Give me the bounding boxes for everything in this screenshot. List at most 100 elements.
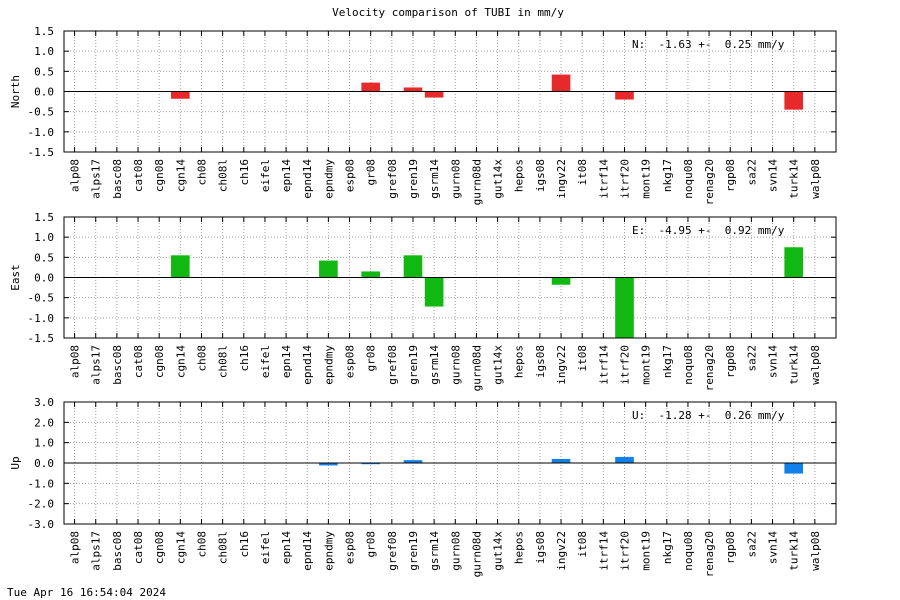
- x-tick-label: alps17: [90, 159, 103, 199]
- y-axis-label: East: [9, 264, 22, 291]
- x-tick-label: sa22: [745, 531, 758, 558]
- x-tick-label: ch16: [238, 159, 251, 186]
- x-tick-label: ch08: [195, 159, 208, 186]
- y-tick-label: -3.0: [28, 518, 55, 531]
- y-axis-label: Up: [9, 456, 22, 469]
- x-tick-label: ch08: [195, 531, 208, 558]
- x-tick-label: gr08: [365, 531, 378, 558]
- x-tick-label: noqu08: [682, 531, 695, 571]
- bar-turk14: [784, 463, 804, 474]
- x-tick-label: gr08: [365, 159, 378, 186]
- x-tick-label: igs08: [534, 159, 547, 192]
- velocity-annotation: N: -1.63 +- 0.25 mm/y: [632, 38, 785, 51]
- bar-cgn14: [171, 91, 190, 99]
- x-tick-label: gren19: [407, 345, 420, 385]
- y-tick-label: 1.0: [34, 45, 54, 58]
- bar-ingv22: [551, 74, 571, 92]
- x-tick-label: cgn14: [174, 159, 187, 192]
- x-tick-label: mont19: [640, 531, 653, 571]
- x-tick-label: cgn08: [153, 531, 166, 564]
- bar-epndmy: [319, 260, 338, 278]
- x-tick-label: sa22: [745, 159, 758, 186]
- x-tick-label: basc08: [111, 531, 124, 571]
- bar-gsrm14: [424, 91, 444, 98]
- x-tick-label: itrf14: [597, 345, 610, 385]
- y-tick-label: 0.0: [34, 86, 54, 99]
- x-tick-label: alp08: [69, 159, 82, 192]
- x-tick-label: cgn14: [174, 345, 187, 378]
- x-tick-label: turk14: [788, 531, 801, 571]
- up-panel: 3.0 2.0 1.0 0.0 -1.0 -2.0 -3.0 alp08 alps17 basc0…: [9, 396, 837, 577]
- y-tick-label: 3.0: [34, 396, 54, 409]
- x-tick-label: ch08: [195, 345, 208, 372]
- plot-frame: [63, 216, 837, 339]
- y-tick-label: 0.5: [34, 251, 54, 264]
- x-tick-label: turk14: [788, 159, 801, 199]
- x-tick-label: ingv22: [555, 531, 568, 571]
- x-tick-label: itrf20: [618, 531, 631, 571]
- north-panel: 1.5 1.0 0.5 0.0 -0.5 -1.0 -1.5 alp08 alps17 basc0…: [9, 25, 837, 205]
- bar-gsrm14: [424, 277, 444, 307]
- y-tick-label: -1.5: [28, 146, 55, 159]
- plot-frame: [63, 30, 837, 153]
- x-tick-label: rgp08: [724, 531, 737, 564]
- x-tick-label: epnd14: [301, 345, 314, 385]
- bar-ingv22: [551, 458, 571, 463]
- plot-frame: [63, 401, 837, 525]
- x-tick-label: gurn08: [449, 345, 462, 385]
- x-tick-label: hepos: [513, 159, 526, 192]
- x-tick-label: gsrm14: [428, 159, 441, 199]
- bar-cgn14: [171, 255, 190, 278]
- x-tick-label: ch16: [238, 345, 251, 372]
- y-tick-label: 2.0: [34, 416, 54, 429]
- x-tick-label: gren19: [407, 159, 420, 199]
- x-tick-label: noqu08: [682, 345, 695, 385]
- x-tick-label: itrf14: [597, 159, 610, 199]
- x-tick-label: epnd14: [301, 531, 314, 571]
- x-tick-label: esp08: [344, 159, 357, 192]
- x-tick-label: walp08: [809, 531, 822, 571]
- y-tick-label: 0.5: [34, 65, 54, 78]
- x-tick-label: epnd14: [301, 159, 314, 199]
- east-panel: 1.5 1.0 0.5 0.0 -0.5 -1.0 -1.5 alp08 alps17 basc0…: [9, 211, 837, 391]
- bar-turk14: [784, 247, 804, 278]
- x-tick-label: alp08: [69, 531, 82, 564]
- x-tick-label: nkg17: [661, 531, 674, 564]
- y-tick-label: -1.0: [28, 477, 55, 490]
- x-tick-label: ingv22: [555, 159, 568, 199]
- x-tick-label: hepos: [513, 531, 526, 564]
- x-tick-label: alp08: [69, 345, 82, 378]
- x-tick-label: gref08: [386, 531, 399, 571]
- x-tick-label: itrf20: [618, 159, 631, 199]
- chart-title: Velocity comparison of TUBI in mm/y: [332, 6, 564, 19]
- x-tick-label: svn14: [767, 345, 780, 378]
- x-tick-label: gurn08: [449, 531, 462, 571]
- x-tick-label: walp08: [809, 345, 822, 385]
- y-tick-label: 1.0: [34, 437, 54, 450]
- x-tick-label: hepos: [513, 345, 526, 378]
- x-tick-label: rgp08: [724, 345, 737, 378]
- x-tick-label: gurn08: [449, 159, 462, 199]
- y-tick-label: -0.5: [28, 292, 55, 305]
- x-tick-label: cat08: [132, 345, 145, 378]
- x-tick-label: nkg17: [661, 345, 674, 378]
- x-tick-label: ch16: [238, 531, 251, 558]
- x-tick-label: igs08: [534, 531, 547, 564]
- bar-epndmy: [319, 463, 338, 466]
- x-tick-label: it08: [576, 159, 589, 186]
- x-tick-label: svn14: [767, 159, 780, 192]
- x-tick-label: noqu08: [682, 159, 695, 199]
- bar-itrf20: [615, 456, 634, 463]
- footer-timestamp: Tue Apr 16 16:54:04 2024: [7, 586, 166, 599]
- y-axis-label: North: [9, 75, 22, 108]
- y-tick-label: 1.5: [34, 211, 54, 224]
- x-tick-label: epndmy: [322, 531, 335, 571]
- x-tick-label: gurn08d: [470, 531, 483, 577]
- bar-itrf20: [615, 277, 634, 338]
- y-tick-label: 0.0: [34, 457, 54, 470]
- x-tick-label: ingv22: [555, 345, 568, 385]
- x-tick-label: renag20: [703, 531, 716, 577]
- x-tick-label: gref08: [386, 345, 399, 385]
- y-tick-label: -1.0: [28, 126, 55, 139]
